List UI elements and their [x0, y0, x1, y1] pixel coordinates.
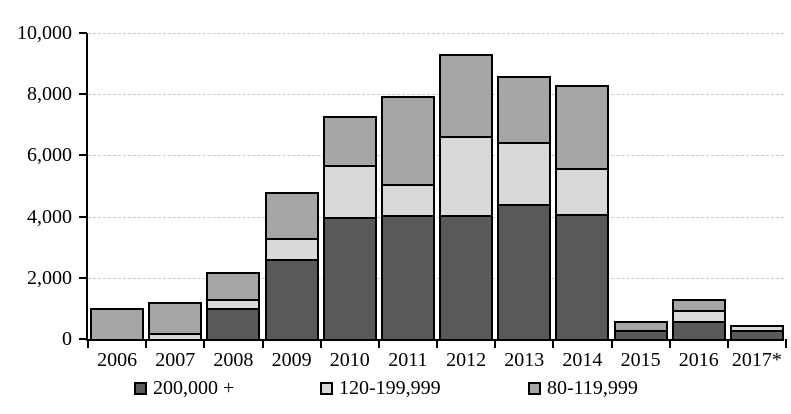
legend-item-120-199-999: 120-199,999 [320, 377, 441, 399]
bar-segment-2007-80-119-999 [148, 302, 203, 333]
x-axis-tick [785, 339, 787, 348]
bar-segment-2008-200-000-+ [206, 308, 261, 339]
bar-2015 [613, 33, 668, 339]
chart-legend: 200,000 + 120-199,999 80-119,999 [0, 377, 791, 403]
gridline-8000 [88, 94, 784, 96]
y-axis-tick [79, 154, 87, 157]
bar-segment-2013-120-199-999 [497, 141, 552, 205]
bar-2011 [380, 33, 435, 339]
x-axis-tick [726, 339, 729, 348]
plot-area: 0 2,000 4,000 6,000 8,000 10,000 2006 2007 2008 2… [17, 22, 787, 371]
bar-segment-2011-200-000-+ [380, 215, 435, 339]
legend-label: 120-199,999 [339, 377, 441, 399]
bar-segment-2014-120-199-999 [555, 167, 610, 214]
gridline-2000 [88, 277, 784, 279]
x-axis-label-2011: 2011 [388, 349, 428, 371]
bar-segment-2014-80-119-999 [555, 85, 610, 168]
bar-segment-2015-80-119-999 [613, 320, 668, 330]
y-axis-tick [79, 93, 87, 96]
bar-segment-2016-200-000-+ [671, 320, 726, 339]
bar-segment-2011-80-119-999 [380, 95, 435, 185]
x-axis-label-2012: 2012 [446, 349, 487, 371]
bar-2013 [497, 33, 552, 339]
x-axis-tick [668, 339, 671, 348]
x-axis-tick [203, 339, 206, 348]
x-axis-tick [436, 339, 438, 348]
x-axis-label-2009: 2009 [271, 349, 312, 371]
bar-segment-2017-200-000-+ [729, 329, 784, 339]
bar-segment-2008-80-119-999 [206, 271, 261, 300]
legend-swatch-icon [134, 381, 147, 395]
x-axis-label-2013: 2013 [504, 349, 545, 371]
bar-segment-2013-80-119-999 [497, 75, 552, 142]
bar-segment-2016-80-119-999 [671, 299, 726, 310]
x-axis-tick [261, 339, 264, 348]
bar-segment-2008-120-199-999 [206, 299, 261, 309]
bar-segment-2015-200-000-+ [613, 329, 668, 339]
bar-segment-2007-120-199-999 [148, 332, 203, 339]
x-axis-label-2017: 2017* [731, 349, 782, 371]
x-axis-label-2015: 2015 [620, 349, 661, 371]
x-axis-label-2006: 2006 [97, 349, 138, 371]
x-axis-tick [494, 339, 497, 348]
bar-segment-2006-80-119-999 [90, 308, 145, 339]
x-axis-label-2010: 2010 [329, 349, 370, 371]
y-axis-tick [79, 32, 87, 34]
bar-segment-2017-120-199-999 [729, 325, 784, 330]
bar-2016 [671, 33, 726, 339]
bar-segment-2014-200-000-+ [555, 213, 610, 339]
bar-segment-2010-120-199-999 [322, 164, 377, 217]
y-axis-tick [79, 338, 87, 340]
bar-segment-2016-120-199-999 [671, 309, 726, 321]
legend-label: 80-119,999 [547, 377, 638, 399]
y-axis-tick [79, 215, 87, 218]
gridline-4000 [88, 216, 784, 218]
y-axis-label: 6,000 [27, 144, 72, 167]
legend-swatch-icon [528, 381, 541, 395]
bar-segment-2009-80-119-999 [264, 192, 319, 239]
bar-2007 [148, 33, 203, 339]
bar-segment-2010-80-119-999 [322, 115, 377, 165]
x-axis-tick [145, 339, 148, 348]
x-axis-label-2008: 2008 [213, 349, 254, 371]
bar-2014 [555, 33, 610, 339]
legend-swatch-icon [320, 381, 333, 395]
x-axis-label-2007: 2007 [155, 349, 196, 371]
x-axis-label-2016: 2016 [678, 349, 719, 371]
bar-2009 [264, 33, 319, 339]
y-axis-label: 8,000 [27, 83, 72, 106]
bar-segment-2010-200-000-+ [322, 216, 377, 339]
gridline-10000 [88, 33, 784, 34]
x-axis-tick [319, 339, 322, 348]
y-axis-label: 4,000 [27, 205, 72, 228]
bar-2008 [206, 33, 261, 339]
x-axis-tick [87, 339, 89, 348]
bar-segment-2009-200-000-+ [264, 259, 319, 339]
bar-segment-2012-120-199-999 [439, 135, 494, 216]
legend-item-200-000-+: 200,000 + [134, 377, 234, 399]
bar-2012 [439, 33, 494, 339]
bar-2006 [90, 33, 145, 339]
x-axis-label-2014: 2014 [562, 349, 603, 371]
bar-2010 [322, 33, 377, 339]
legend-label: 200,000 + [153, 377, 235, 399]
bar-segment-2011-120-199-999 [380, 184, 435, 216]
y-axis-label: 2,000 [27, 266, 72, 289]
bar-segment-2012-200-000-+ [439, 215, 494, 339]
y-axis-tick [79, 276, 87, 279]
bar-segment-2009-120-199-999 [264, 238, 319, 260]
legend-item-80-119-999: 80-119,999 [528, 377, 638, 399]
bar-segment-2013-200-000-+ [497, 204, 552, 339]
bar-segment-2012-80-119-999 [439, 54, 494, 136]
y-axis-label: 0 [62, 328, 72, 350]
x-axis-tick [610, 339, 613, 348]
x-axis-tick [552, 339, 555, 348]
x-axis-tick [377, 339, 380, 348]
y-axis-label: 10,000 [17, 22, 72, 44]
gridline-6000 [88, 155, 784, 157]
bar-2017 [729, 33, 784, 339]
